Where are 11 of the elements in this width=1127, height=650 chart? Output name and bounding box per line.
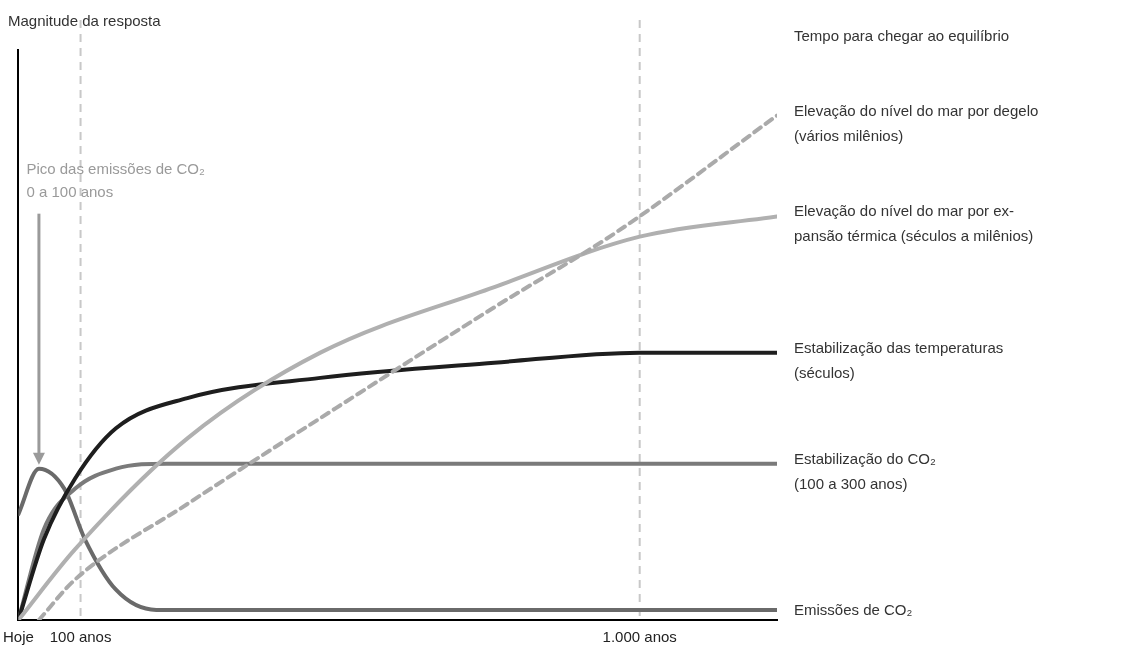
x-tick-label: Hoje (3, 628, 34, 646)
series-label: Elevação do nível do mar por degelo (vários milênios) (794, 101, 1039, 144)
annotation: Pico das emissões de CO₂ 0 a 100 anos (26, 159, 205, 200)
series-label: Emissões de CO₂ (794, 600, 913, 618)
series-label: Estabilização das temperaturas (séculos) (794, 338, 1004, 381)
text: Magnitude da resposta (8, 12, 162, 29)
x-tick-label: 1.000 anos (602, 628, 677, 646)
legend-title: Tempo para chegar ao equilíbrio (794, 27, 1010, 44)
series-label: Estabilização do CO₂ (100 a 300 anos) (794, 449, 936, 492)
x-tick-label: 100 anos (49, 628, 112, 646)
series-label: Elevação do nível do mar por ex- pansão térmica (séculos a milênios) (794, 202, 1034, 245)
